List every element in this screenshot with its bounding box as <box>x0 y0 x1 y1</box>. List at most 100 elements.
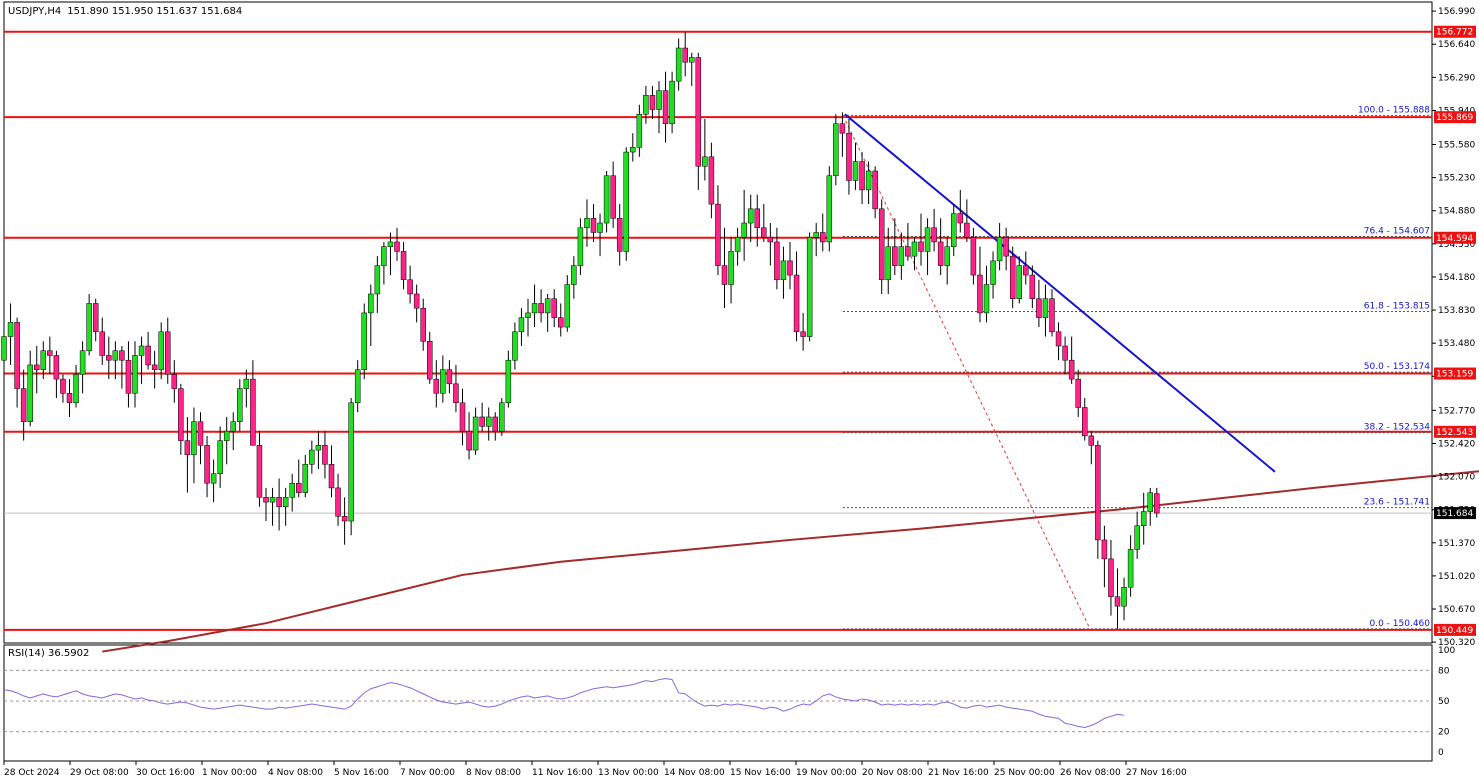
candle-body <box>466 430 472 451</box>
candle-body <box>204 445 210 484</box>
candle <box>459 388 466 446</box>
candle <box>1049 289 1055 337</box>
price-tag-text: 152.543 <box>1436 428 1473 438</box>
candle <box>990 251 996 299</box>
candle <box>1147 487 1153 526</box>
x-tick-label: 28 Oct 2024 <box>4 768 60 778</box>
candle-body <box>571 265 577 285</box>
candle <box>924 218 931 276</box>
candle-body <box>1009 255 1016 299</box>
candle <box>852 142 859 190</box>
candle-body <box>780 260 787 281</box>
candle <box>1154 487 1160 518</box>
candle <box>983 265 990 323</box>
candle <box>171 360 178 403</box>
candle-body <box>315 445 322 451</box>
candle-body <box>132 355 138 394</box>
candle-body <box>983 284 990 314</box>
candle-body <box>616 218 623 252</box>
candle-body <box>79 350 86 375</box>
candle <box>223 416 230 465</box>
candle-body <box>158 331 164 370</box>
candle <box>708 142 715 219</box>
candle-body <box>302 464 309 493</box>
candle-body <box>34 364 40 370</box>
candle <box>106 336 112 380</box>
candle-body <box>525 312 531 318</box>
candle <box>466 412 472 460</box>
candle <box>453 364 459 413</box>
candle <box>649 85 656 119</box>
candle <box>302 454 309 498</box>
candle-body <box>361 312 367 370</box>
candle <box>518 308 525 347</box>
price-tag-text: 155.869 <box>1436 113 1473 123</box>
candle <box>970 227 977 285</box>
candle <box>905 223 911 261</box>
fib-level-label: 38.2 - 152.534 <box>1364 423 1430 433</box>
candle <box>741 189 747 261</box>
x-tick-label: 7 Nov 00:00 <box>400 768 455 778</box>
y-tick-label: 151.020 <box>1438 572 1475 582</box>
candle <box>250 360 256 446</box>
candle <box>911 237 918 271</box>
y-tick-label: 152.070 <box>1438 473 1475 483</box>
candle-body <box>282 497 289 508</box>
candle-body <box>191 421 197 456</box>
fib-swing-line <box>842 115 1091 630</box>
x-tick-label: 4 Nov 08:00 <box>268 768 323 778</box>
candle-body <box>171 374 178 389</box>
rsi-panel <box>3 644 1433 762</box>
candle <box>289 473 295 512</box>
candle-body <box>1108 558 1114 597</box>
candle-body <box>165 331 171 375</box>
fib-level-label: 100.0 - 155.888 <box>1358 105 1430 115</box>
candle-body <box>898 246 905 266</box>
candle-body <box>433 378 440 394</box>
candle-body <box>708 156 715 205</box>
candle-body <box>440 369 446 394</box>
candle <box>820 213 826 252</box>
candle-body <box>852 161 859 181</box>
candle <box>485 407 492 441</box>
candle <box>630 133 636 162</box>
candle-body <box>341 516 348 522</box>
candle-body <box>715 203 721 266</box>
candle <box>276 478 282 531</box>
candle <box>977 246 983 323</box>
price-tag <box>1434 367 1476 380</box>
candle <box>512 322 518 370</box>
candle-body <box>551 298 557 318</box>
candle-body <box>1049 298 1055 333</box>
candle <box>387 232 394 276</box>
candle-body <box>558 317 564 328</box>
candle-body <box>905 246 911 257</box>
candle <box>1068 336 1075 384</box>
candle-body <box>734 236 741 252</box>
candle-body <box>184 440 191 456</box>
y-tick-label: 154.530 <box>1438 240 1475 250</box>
candle-body <box>374 265 381 295</box>
candle <box>53 350 60 399</box>
candle <box>865 161 872 205</box>
candle-body <box>387 241 394 247</box>
candle <box>237 379 243 432</box>
candle <box>145 331 151 370</box>
candle-body <box>787 260 793 276</box>
candle-body <box>60 378 66 394</box>
candle <box>47 336 53 375</box>
candle <box>420 298 426 351</box>
candle <box>217 426 223 488</box>
candle <box>610 161 616 228</box>
candle-body <box>47 350 53 356</box>
chart-header: USDJPY,H4 151.890 151.950 151.637 151.684 <box>8 6 242 17</box>
candle-body <box>394 241 400 252</box>
candle-body <box>223 430 230 441</box>
y-tick-label: 156.990 <box>1438 7 1475 17</box>
candle <box>800 312 806 351</box>
candle-body <box>1088 435 1095 446</box>
candle-body <box>603 175 610 224</box>
candle <box>1127 535 1134 597</box>
candle-body <box>911 241 918 257</box>
candle-body <box>479 416 485 427</box>
